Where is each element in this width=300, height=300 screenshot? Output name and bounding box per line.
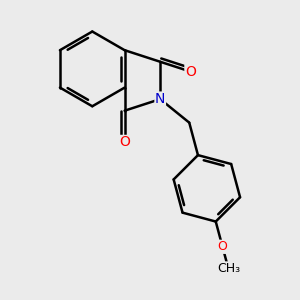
Text: N: N bbox=[155, 92, 165, 106]
Text: CH₃: CH₃ bbox=[217, 262, 240, 275]
Text: O: O bbox=[185, 64, 196, 79]
Text: O: O bbox=[119, 135, 130, 149]
Text: O: O bbox=[218, 240, 227, 253]
